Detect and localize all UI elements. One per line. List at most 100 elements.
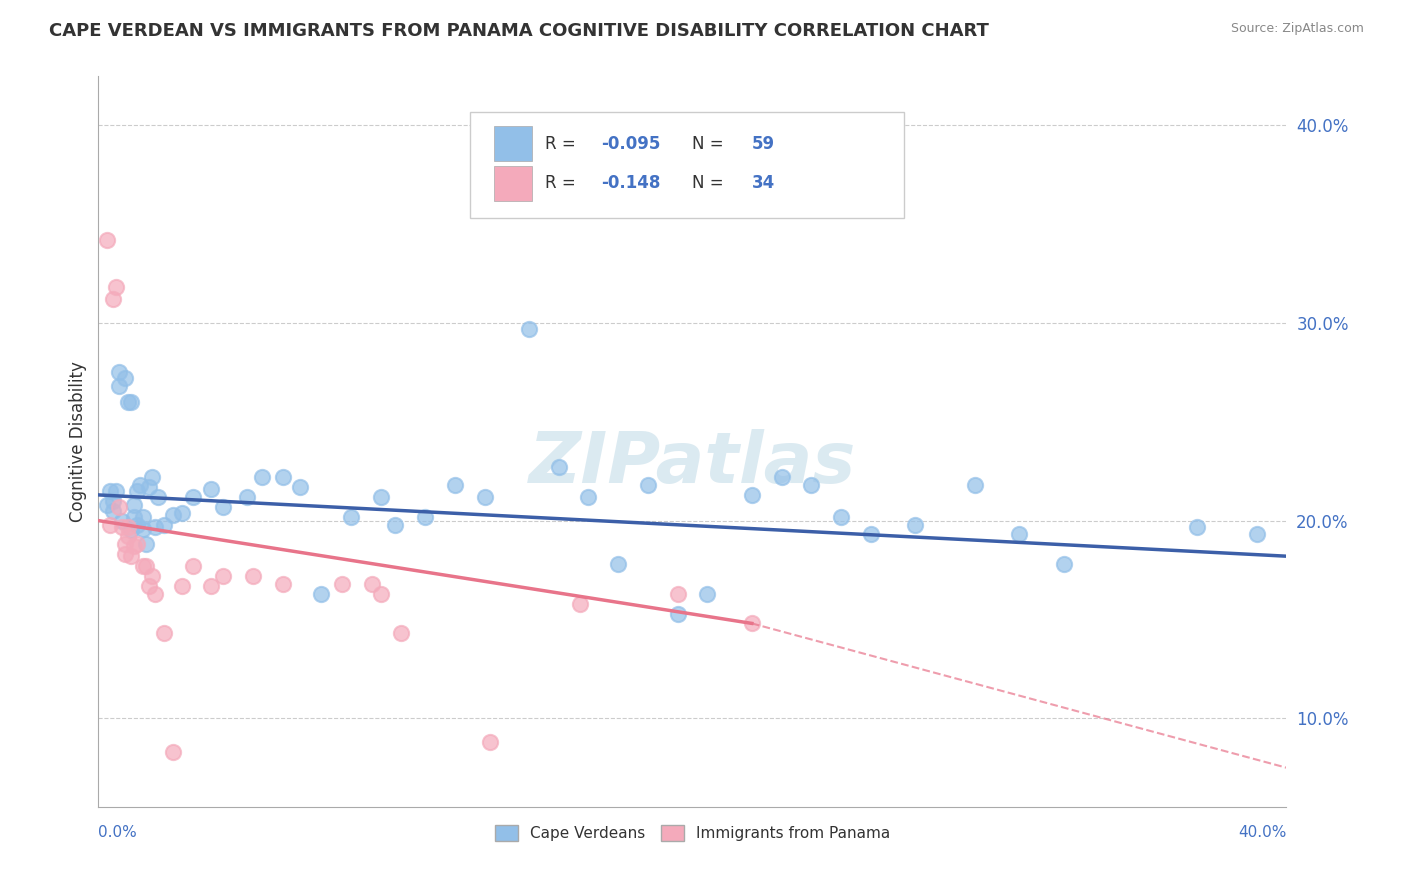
Point <box>162 745 184 759</box>
Point <box>578 490 600 504</box>
Point <box>517 322 540 336</box>
Point <box>170 579 193 593</box>
Point <box>479 735 502 749</box>
Point <box>963 478 986 492</box>
Point <box>637 478 659 492</box>
Point <box>122 539 145 553</box>
Text: R =: R = <box>546 135 581 153</box>
Point <box>103 493 125 508</box>
Point <box>120 395 142 409</box>
Point <box>666 607 689 621</box>
Point <box>120 549 142 564</box>
Point <box>271 470 294 484</box>
Point <box>138 480 160 494</box>
Point <box>117 395 139 409</box>
Point <box>108 379 131 393</box>
Point <box>696 587 718 601</box>
Text: -0.148: -0.148 <box>600 174 661 193</box>
Point <box>389 626 412 640</box>
Point <box>200 482 222 496</box>
Point <box>904 517 927 532</box>
Text: Source: ZipAtlas.com: Source: ZipAtlas.com <box>1230 22 1364 36</box>
Point <box>309 587 332 601</box>
Point <box>98 483 121 498</box>
Point <box>125 517 148 532</box>
Point <box>125 483 148 498</box>
Text: N =: N = <box>692 174 730 193</box>
Point <box>152 517 174 532</box>
Point <box>132 559 155 574</box>
Point <box>666 587 689 601</box>
Point <box>114 371 136 385</box>
Point <box>741 488 763 502</box>
Point <box>111 514 134 528</box>
Point <box>120 524 142 538</box>
Point <box>105 483 128 498</box>
Point <box>122 498 145 512</box>
Point <box>607 557 630 571</box>
Point <box>250 470 273 484</box>
Text: 59: 59 <box>752 135 775 153</box>
Point <box>141 470 163 484</box>
Point <box>129 478 152 492</box>
Point <box>117 529 139 543</box>
Point <box>105 280 128 294</box>
Y-axis label: Cognitive Disability: Cognitive Disability <box>69 361 87 522</box>
Point <box>108 500 131 514</box>
Point <box>117 519 139 533</box>
Point <box>143 519 166 533</box>
Text: -0.095: -0.095 <box>600 135 661 153</box>
Point <box>330 577 353 591</box>
Point <box>152 626 174 640</box>
Point <box>114 547 136 561</box>
Point <box>96 498 118 512</box>
Point <box>1053 557 1076 571</box>
Point <box>183 559 205 574</box>
Point <box>360 577 382 591</box>
Point <box>103 292 125 306</box>
Legend: Cape Verdeans, Immigrants from Panama: Cape Verdeans, Immigrants from Panama <box>489 819 896 847</box>
Point <box>96 233 118 247</box>
Point <box>340 509 363 524</box>
Point <box>135 559 157 574</box>
Point <box>413 509 436 524</box>
Text: 40.0%: 40.0% <box>1239 824 1286 839</box>
Text: N =: N = <box>692 135 730 153</box>
Point <box>290 480 312 494</box>
Point <box>830 509 852 524</box>
Point <box>474 490 496 504</box>
Point <box>370 587 392 601</box>
Point <box>370 490 392 504</box>
Point <box>242 569 264 583</box>
FancyBboxPatch shape <box>470 112 904 219</box>
Text: 0.0%: 0.0% <box>98 824 138 839</box>
Point <box>138 579 160 593</box>
Point <box>135 537 157 551</box>
Point <box>146 490 169 504</box>
Point <box>271 577 294 591</box>
FancyBboxPatch shape <box>494 127 531 161</box>
Point <box>384 517 406 532</box>
Point <box>125 537 148 551</box>
Point <box>132 509 155 524</box>
Point <box>162 508 184 522</box>
Point <box>111 519 134 533</box>
Point <box>800 478 823 492</box>
FancyBboxPatch shape <box>494 166 531 201</box>
Point <box>770 470 793 484</box>
Text: 34: 34 <box>752 174 775 193</box>
Point <box>98 517 121 532</box>
Point <box>170 506 193 520</box>
Point <box>200 579 222 593</box>
Point <box>141 569 163 583</box>
Point <box>236 490 259 504</box>
Point <box>114 537 136 551</box>
Point <box>143 587 166 601</box>
Point <box>1187 519 1209 533</box>
Text: ZIPatlas: ZIPatlas <box>529 429 856 498</box>
Point <box>443 478 465 492</box>
Point <box>859 527 882 541</box>
Point <box>1008 527 1031 541</box>
Point <box>132 522 155 536</box>
Point <box>1246 527 1268 541</box>
